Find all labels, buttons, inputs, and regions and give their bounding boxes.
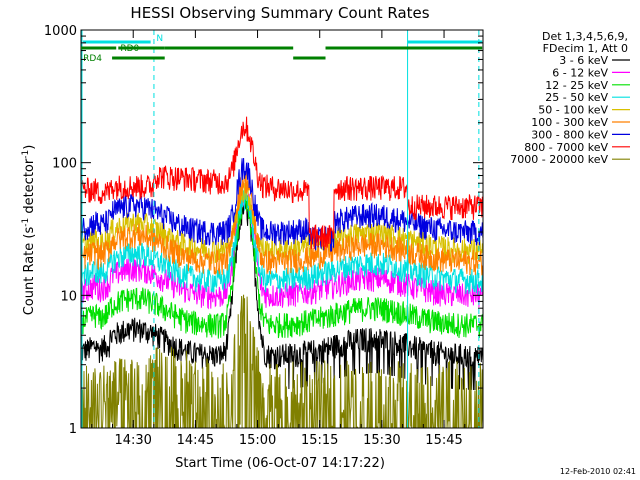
series-line bbox=[81, 191, 483, 339]
legend-entry-label: 12 - 25 keV bbox=[545, 79, 608, 92]
legend-entry-label: 7000 - 20000 keV bbox=[510, 153, 608, 166]
legend-entry-label: 800 - 7000 keV bbox=[524, 141, 608, 154]
y-tick-label: 1000 bbox=[44, 24, 77, 39]
series-line bbox=[81, 170, 483, 276]
legend-entry-label: 50 - 100 keV bbox=[538, 104, 608, 117]
x-tick-label: 15:00 bbox=[239, 433, 276, 448]
legend-entry-label: 100 - 300 keV bbox=[531, 116, 608, 129]
x-tick-label: 14:45 bbox=[177, 433, 214, 448]
series-line bbox=[81, 180, 483, 265]
y-axis-label: Count Rate (s-1 detector-1) bbox=[21, 145, 37, 316]
night-flag-label: N bbox=[156, 34, 163, 44]
legend-entry-label: 6 - 12 keV bbox=[552, 66, 608, 79]
rd4-flag-label: RD4 bbox=[83, 54, 102, 64]
series-line bbox=[81, 294, 483, 428]
series-line bbox=[81, 157, 483, 252]
series-line bbox=[81, 186, 483, 310]
series-line bbox=[81, 116, 483, 250]
legend-entry-label: 300 - 800 keV bbox=[531, 128, 608, 141]
legend-header: Det 1,3,4,5,6,9, bbox=[542, 30, 628, 43]
rd0-flag-label: RD0 bbox=[120, 44, 139, 54]
legend-entry-label: 25 - 50 keV bbox=[545, 91, 608, 104]
y-tick-label: 1 bbox=[69, 422, 77, 437]
chart-title: HESSI Observing Summary Count Rates bbox=[130, 4, 429, 22]
legend-header: FDecim 1, Att 0 bbox=[543, 42, 628, 55]
x-tick-label: 15:45 bbox=[425, 433, 462, 448]
series-line bbox=[81, 186, 483, 294]
x-tick-label: 15:15 bbox=[301, 433, 338, 448]
legend-entry-label: 3 - 6 keV bbox=[559, 54, 608, 67]
legend: Det 1,3,4,5,6,9,FDecim 1, Att 03 - 6 keV… bbox=[510, 30, 630, 166]
x-tick-label: 15:30 bbox=[363, 433, 400, 448]
y-tick-label: 10 bbox=[60, 289, 77, 304]
y-tick-label: 100 bbox=[52, 157, 77, 172]
series-line bbox=[81, 197, 483, 391]
plot-frame bbox=[80, 29, 484, 429]
x-tick-label: 14:30 bbox=[114, 433, 151, 448]
x-axis-label: Start Time (06-Oct-07 14:17:22) bbox=[175, 456, 385, 471]
timestamp: 12-Feb-2010 02:41 bbox=[560, 467, 636, 476]
